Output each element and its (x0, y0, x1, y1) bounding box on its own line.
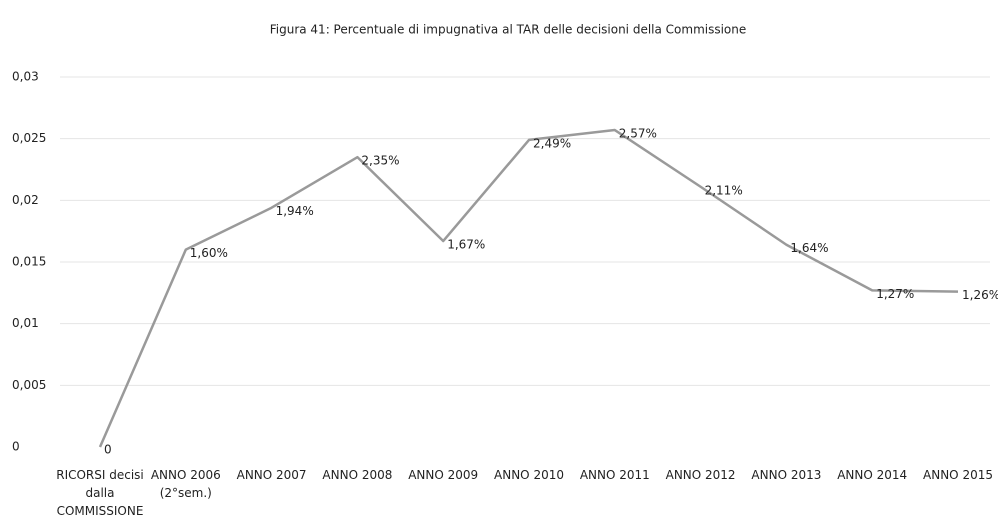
data-label: 2,49% (533, 136, 571, 150)
y-tick-label: 0,005 (12, 378, 46, 392)
x-tick-label: ANNO 2011 (580, 468, 650, 482)
y-tick-label: 0,03 (12, 70, 39, 84)
data-label: 2,57% (619, 127, 657, 141)
data-label: 1,64% (790, 241, 828, 255)
data-label: 1,27% (876, 287, 914, 301)
chart-title: Figura 41: Percentuale di impugnativa al… (270, 23, 747, 37)
y-tick-label: 0,02 (12, 193, 39, 207)
x-tick-label: ANNO 2015 (923, 468, 993, 482)
data-label: 2,11% (705, 183, 743, 197)
x-tick-label: ANNO 2013 (751, 468, 821, 482)
data-label: 2,35% (361, 154, 399, 168)
y-tick-label: 0,01 (12, 316, 39, 330)
x-tick-label: ANNO 2008 (322, 468, 392, 482)
data-label: 0 (104, 443, 112, 457)
y-tick-label: 0 (12, 440, 20, 454)
x-tick-label: ANNO 2009 (408, 468, 478, 482)
x-tick-label: ANNO 2012 (666, 468, 736, 482)
x-tick-label: ANNO 2006 (2°sem.) (151, 468, 221, 500)
y-tick-label: 0,015 (12, 255, 46, 269)
x-tick-label: ANNO 2007 (237, 468, 307, 482)
data-line (98, 128, 959, 448)
data-label: 1,26% (962, 288, 998, 302)
x-tick-label: ANNO 2014 (837, 468, 907, 482)
x-tick-label: ANNO 2010 (494, 468, 564, 482)
data-label: 1,60% (190, 246, 228, 260)
data-label: 1,67% (447, 238, 485, 252)
y-tick-label: 0,025 (12, 131, 46, 145)
data-label: 1,94% (276, 204, 314, 218)
x-tick-label: RICORSI decisi dalla COMMISSIONE (56, 468, 144, 518)
